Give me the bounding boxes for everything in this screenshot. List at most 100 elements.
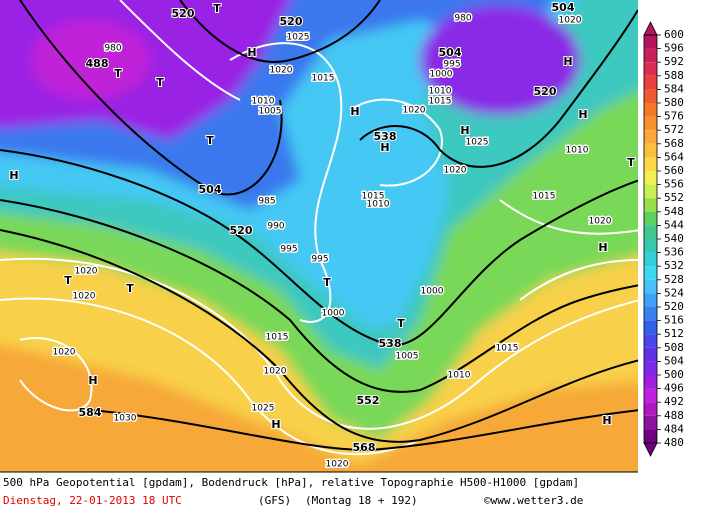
legend-band [644, 198, 657, 212]
legend-band [644, 184, 657, 199]
map-label: H [380, 141, 389, 154]
map-label: 504 [199, 183, 222, 196]
footer-source: ©www.wetter3.de [484, 494, 583, 507]
map-label: 1015 [429, 97, 452, 107]
legend-band [644, 293, 657, 307]
map-label: 584 [79, 406, 102, 419]
map-label: 568 [353, 441, 376, 454]
legend-label: 528 [664, 273, 684, 286]
map-label: 980 [104, 44, 121, 54]
map-label: T [64, 274, 72, 287]
map-label: T [206, 134, 214, 147]
map-label: 1000 [421, 287, 444, 297]
map-label: 980 [454, 14, 471, 24]
map-label: 552 [357, 394, 380, 407]
map-label: 1020 [403, 106, 426, 116]
map-label: H [271, 418, 280, 431]
map-label: 1015 [362, 192, 385, 202]
map-label: 1010 [367, 200, 390, 210]
legend-band [644, 48, 657, 63]
map-label: 995 [280, 245, 297, 255]
footer-date: Dienstag, 22-01-2013 18 UTC [3, 494, 182, 507]
legend-label: 520 [664, 300, 684, 313]
legend-label: 552 [664, 191, 684, 204]
footer-model: (GFS) [258, 494, 291, 507]
map-label: H [88, 374, 97, 387]
legend-label: 524 [664, 286, 684, 299]
map-label: 995 [311, 255, 328, 265]
legend-label: 592 [664, 55, 684, 68]
color-legend: 6005965925885845805765725685645605565525… [643, 21, 684, 457]
map-label: 1020 [270, 66, 293, 76]
map-label: 1020 [559, 16, 582, 26]
legend-label: 576 [664, 110, 684, 123]
legend-band [644, 388, 657, 403]
map-label: 520 [280, 15, 303, 28]
map-label: H [9, 169, 18, 182]
map-label: T [323, 276, 331, 289]
map-label: 1005 [259, 107, 282, 117]
map-area [0, 0, 638, 472]
legend-label: 500 [664, 368, 684, 381]
map-label: 1020 [75, 267, 98, 277]
map-label: T [397, 317, 405, 330]
map-label: H [247, 46, 256, 59]
map-label: H [460, 124, 469, 137]
legend-band [644, 35, 657, 49]
map-label: 985 [258, 197, 275, 207]
legend-band [644, 171, 657, 185]
legend-band [644, 143, 657, 158]
legend-label: 588 [664, 69, 684, 82]
map-label: H [602, 414, 611, 427]
legend-label: 540 [664, 232, 684, 245]
legend-label: 504 [664, 354, 684, 367]
map-label: H [578, 108, 587, 121]
legend-label: 512 [664, 327, 684, 340]
map-label: T [213, 2, 221, 15]
legend-band [644, 429, 657, 443]
legend-label: 596 [664, 42, 684, 55]
legend-band [644, 415, 657, 430]
footer-run: (Montag 18 + 192) [305, 494, 418, 507]
map-label: 1020 [326, 460, 349, 470]
footer-title: 500 hPa Geopotential [gpdam], Bodendruck… [3, 476, 579, 489]
legend-label: 572 [664, 123, 684, 136]
legend-label: 544 [664, 218, 684, 231]
legend-label: 536 [664, 246, 684, 259]
map-label: 1010 [252, 97, 275, 107]
legend-band [644, 75, 657, 90]
legend-band [644, 375, 657, 389]
legend-label: 560 [664, 164, 684, 177]
map-label: 520 [534, 85, 557, 98]
legend-band [644, 103, 657, 117]
legend-label: 564 [664, 150, 684, 163]
legend-label: 484 [664, 422, 684, 435]
legend-band [644, 334, 657, 348]
legend-band [644, 252, 657, 267]
map-label: 990 [267, 222, 284, 232]
legend-band [644, 62, 657, 76]
field-purple-ne [420, 5, 580, 115]
map-label: 1010 [429, 87, 452, 97]
map-label: 1010 [448, 371, 471, 381]
legend-band [644, 279, 657, 294]
geopotential-lines [0, 0, 638, 452]
legend-label: 480 [664, 436, 684, 449]
map-label: 1020 [444, 166, 467, 176]
map-label: 1025 [466, 138, 489, 148]
legend-band [644, 266, 657, 280]
map-label: 1015 [496, 344, 519, 354]
map-label: 1000 [430, 70, 453, 80]
legend-label: 508 [664, 341, 684, 354]
legend-band [644, 239, 657, 253]
legend-band [644, 225, 657, 239]
legend-band [644, 320, 657, 335]
map-label: 538 [374, 130, 397, 143]
map-label: 504 [552, 1, 575, 14]
legend-label: 496 [664, 382, 684, 395]
map-label: T [627, 156, 635, 169]
field-magenta [30, 20, 150, 100]
